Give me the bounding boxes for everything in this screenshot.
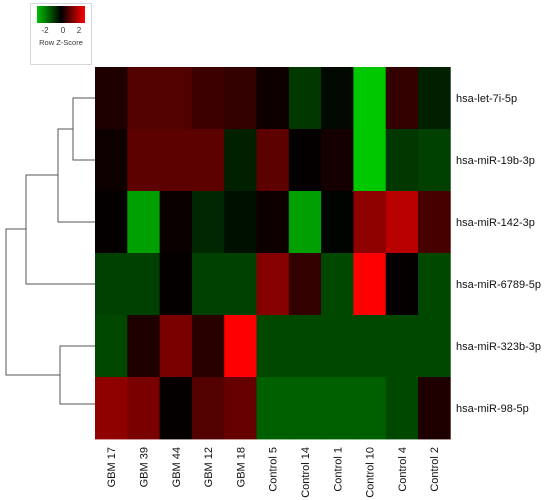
dendrogram-link: [57, 128, 95, 223]
heatmap-cell: [127, 129, 160, 192]
heatmap-cell: [159, 315, 193, 378]
heatmap-cell: [321, 253, 354, 316]
dendrogram-link: [5, 228, 60, 376]
heatmap-cell: [321, 129, 354, 192]
heatmap-cell: [224, 67, 257, 130]
heatmap-cell: [288, 377, 322, 440]
column-label: Control 1: [332, 447, 344, 492]
heatmap-cell: [321, 315, 354, 378]
heatmap-cell: [95, 377, 128, 440]
heatmap-cell: [321, 191, 354, 254]
heatmap-cell: [224, 129, 257, 192]
heatmap-cell: [159, 129, 193, 192]
heatmap-cell: [288, 191, 322, 254]
column-label: GBM 39: [138, 447, 150, 487]
column-label: GBM 12: [203, 447, 215, 487]
heatmap-cell: [127, 315, 160, 378]
heatmap-cell: [256, 315, 290, 378]
heatmap-cell: [95, 315, 128, 378]
heatmap-cell: [288, 315, 322, 378]
heatmap-cell: [191, 191, 225, 254]
color-key-gradient: [37, 6, 85, 23]
heatmap-cell: [224, 315, 257, 378]
heatmap-cell: [191, 253, 225, 316]
heatmap-cell: [353, 315, 387, 378]
heatmap-cell: [224, 191, 257, 254]
heatmap-cell: [353, 191, 387, 254]
heatmap-cell: [224, 253, 257, 316]
heatmap-cell: [353, 253, 387, 316]
dendrogram-link: [59, 345, 95, 405]
column-label: Control 4: [397, 447, 409, 492]
heatmap-cell: [159, 377, 193, 440]
column-label: GBM 18: [235, 447, 247, 487]
row-labels: hsa-let-7i-5p hsa-miR-19b-3p hsa-miR-142-3…: [456, 93, 541, 415]
heatmap-cell: [288, 253, 322, 316]
column-label: Control 2: [429, 447, 441, 492]
heatmap-cell: [191, 129, 225, 192]
column-labels: GBM 17 GBM 39 GBM 44 GBM 12 GBM 18 Control 5 C…: [106, 447, 441, 498]
row-label: hsa-miR-142-3p: [456, 217, 535, 229]
heatmap-cell: [95, 191, 128, 254]
heatmap-cell: [418, 129, 451, 192]
heatmap-cell: [288, 67, 322, 130]
column-label: GBM 17: [106, 447, 118, 487]
heatmap-cell: [385, 129, 419, 192]
heatmap-cell: [127, 191, 160, 254]
heatmap-cell: [418, 253, 451, 316]
row-label: hsa-miR-323b-3p: [456, 341, 541, 353]
heatmap-cell: [256, 377, 290, 440]
heatmap-cell: [418, 191, 451, 254]
color-key-tick-low: -2: [41, 26, 49, 35]
heatmap-cell: [159, 67, 193, 130]
heatmap-cell: [127, 377, 160, 440]
heatmap-cell: [127, 253, 160, 316]
heatmap-cell: [321, 377, 354, 440]
heatmap-cell: [353, 67, 387, 130]
heatmap-cell: [353, 377, 387, 440]
heatmap-cell: [418, 315, 451, 378]
color-key-tick-mid: 0: [60, 26, 66, 35]
heatmap-cell: [127, 67, 160, 130]
column-label: Control 5: [268, 447, 280, 492]
heatmap-cell: [385, 315, 419, 378]
heatmap-cell: [385, 253, 419, 316]
row-label: hsa-miR-19b-3p: [456, 155, 535, 167]
heatmap-cell: [288, 129, 322, 192]
heatmap-cell: [385, 377, 419, 440]
heatmap-cell: [353, 129, 387, 192]
heatmap-cell: [256, 67, 290, 130]
heatmap-cell: [385, 67, 419, 130]
heatmap-cell: [385, 191, 419, 254]
heatmap-cell: [418, 67, 451, 130]
heatmap-cell: [159, 253, 193, 316]
heatmap-cell: [191, 377, 225, 440]
dendrogram-link: [72, 97, 95, 161]
heatmap-cells: [95, 67, 451, 440]
heatmap-cell: [191, 315, 225, 378]
heatmap-cell: [95, 253, 128, 316]
column-label: Control 10: [365, 447, 377, 498]
heatmap-cell: [95, 129, 128, 192]
heatmap-cell: [95, 67, 128, 130]
color-key-tick-high: 2: [76, 26, 82, 35]
heatmap-cell: [256, 129, 290, 192]
color-key-label: Row Z-Score: [39, 38, 83, 47]
row-label: hsa-miR-98-5p: [456, 403, 529, 415]
heatmap-cell: [159, 191, 193, 254]
column-label: Control 14: [300, 447, 312, 498]
column-label: GBM 44: [171, 447, 183, 487]
heatmap-cell: [321, 67, 354, 130]
heatmap-cell: [256, 191, 290, 254]
row-label: hsa-miR-6789-5p: [456, 279, 541, 291]
heatmap-cell: [224, 377, 257, 440]
dendrogram-link: [25, 174, 95, 285]
heatmap-cell: [256, 253, 290, 316]
heatmap-cell: [418, 377, 451, 440]
row-dendrogram: [5, 97, 95, 405]
color-key: -2 0 2 Row Z-Score: [30, 3, 92, 65]
heatmap-cell: [191, 67, 225, 130]
row-label: hsa-let-7i-5p: [456, 93, 517, 105]
